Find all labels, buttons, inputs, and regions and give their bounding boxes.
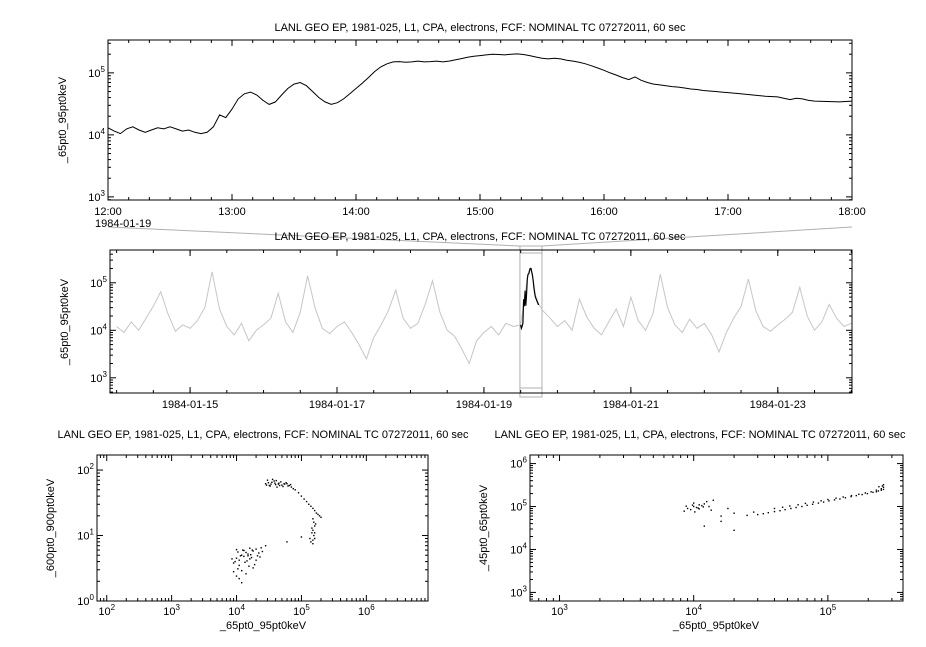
svg-text:1984-01-17: 1984-01-17 <box>309 399 365 411</box>
svg-text:102: 102 <box>98 603 115 618</box>
svg-text:15:00: 15:00 <box>466 206 494 218</box>
svg-text:104: 104 <box>685 603 702 618</box>
chart-title-scatter-right: LANL GEO EP, 1981-025, L1, CPA, electron… <box>494 429 906 441</box>
svg-text:106: 106 <box>358 603 375 618</box>
chart-title-context: LANL GEO EP, 1981-025, L1, CPA, electron… <box>274 231 686 243</box>
svg-text:104: 104 <box>228 603 245 618</box>
svg-text:1984-01-15: 1984-01-15 <box>162 399 218 411</box>
svg-text:14:00: 14:00 <box>342 206 370 218</box>
x-axis-label-scatter-left: _65pt0_95pt0keV <box>219 620 307 632</box>
svg-text:105: 105 <box>293 603 310 618</box>
svg-text:105: 105 <box>510 499 527 514</box>
svg-text:18:00: 18:00 <box>838 206 866 218</box>
svg-text:104: 104 <box>510 541 527 556</box>
svg-text:104: 104 <box>88 127 105 142</box>
svg-text:102: 102 <box>77 462 94 477</box>
svg-text:104: 104 <box>90 322 107 337</box>
svg-text:105: 105 <box>90 275 107 290</box>
svg-text:100: 100 <box>77 593 94 608</box>
svg-text:103: 103 <box>551 603 568 618</box>
chart-title-detail: LANL GEO EP, 1981-025, L1, CPA, electron… <box>274 22 686 34</box>
x-axis-date-label: 1984-01-19 <box>95 218 152 230</box>
svg-text:1984-01-23: 1984-01-23 <box>750 399 806 411</box>
y-axis-label-context: _65pt0_95pt0keV <box>59 278 71 366</box>
y-axis-label-detail: _65pt0_95pt0keV <box>57 76 69 164</box>
svg-text:103: 103 <box>163 603 180 618</box>
svg-text:13:00: 13:00 <box>218 206 246 218</box>
svg-text:103: 103 <box>90 370 107 385</box>
svg-text:106: 106 <box>510 456 527 471</box>
x-axis-label-scatter-right: _65pt0_95pt0keV <box>672 620 760 632</box>
svg-text:1984-01-21: 1984-01-21 <box>603 399 659 411</box>
svg-text:103: 103 <box>88 189 105 204</box>
svg-text:105: 105 <box>88 65 105 80</box>
y-axis-label-scatter-left: _600pt0_900pt0keV <box>45 478 57 578</box>
svg-text:12:00: 12:00 <box>94 206 122 218</box>
y-axis-label-scatter-right: _45pt0_65pt0keV <box>478 484 490 572</box>
svg-text:101: 101 <box>77 528 94 543</box>
svg-text:103: 103 <box>510 584 527 599</box>
svg-text:1984-01-19: 1984-01-19 <box>456 399 512 411</box>
chart-title-scatter-left: LANL GEO EP, 1981-025, L1, CPA, electron… <box>57 429 469 441</box>
svg-text:105: 105 <box>820 603 837 618</box>
svg-text:17:00: 17:00 <box>714 206 742 218</box>
svg-text:16:00: 16:00 <box>590 206 618 218</box>
